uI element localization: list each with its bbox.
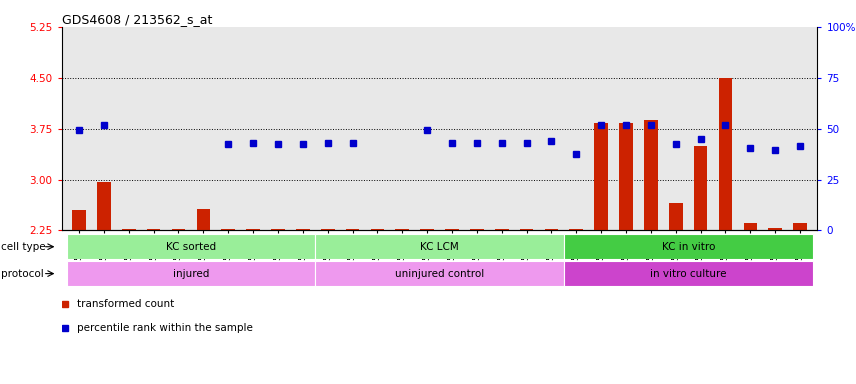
Bar <box>569 229 583 230</box>
Bar <box>539 27 564 230</box>
Bar <box>639 27 663 230</box>
Bar <box>395 229 409 230</box>
Bar <box>191 27 216 230</box>
Text: percentile rank within the sample: percentile rank within the sample <box>77 323 253 333</box>
Bar <box>719 78 733 230</box>
Bar <box>216 27 241 230</box>
Text: KC sorted: KC sorted <box>166 242 216 252</box>
Bar <box>564 27 589 230</box>
Bar <box>92 27 116 230</box>
Bar <box>265 27 290 230</box>
Bar <box>67 234 315 259</box>
Text: KC LCM: KC LCM <box>420 242 459 252</box>
Bar <box>116 27 141 230</box>
Bar <box>247 229 260 230</box>
Bar <box>663 27 688 230</box>
Bar <box>222 229 235 230</box>
Bar <box>713 27 738 230</box>
Bar <box>321 229 335 230</box>
Bar <box>141 27 166 230</box>
Bar <box>589 27 614 230</box>
Bar <box>644 121 657 230</box>
Bar <box>315 27 340 230</box>
Text: injured: injured <box>173 268 209 279</box>
Bar <box>495 229 508 230</box>
Bar <box>420 229 434 230</box>
Text: GDS4608 / 213562_s_at: GDS4608 / 213562_s_at <box>62 13 212 26</box>
Bar <box>465 27 490 230</box>
Bar <box>166 27 191 230</box>
Bar <box>197 209 211 230</box>
Bar <box>72 210 86 230</box>
Bar <box>346 229 360 230</box>
Text: protocol: protocol <box>1 268 44 279</box>
Bar <box>744 223 758 230</box>
Text: cell type: cell type <box>1 242 45 252</box>
Bar <box>296 229 310 230</box>
Bar <box>271 229 285 230</box>
Bar <box>67 261 315 286</box>
Bar <box>738 27 763 230</box>
Bar <box>788 27 812 230</box>
Text: transformed count: transformed count <box>77 299 175 310</box>
Bar <box>669 203 682 230</box>
Bar <box>97 182 110 230</box>
Bar <box>67 27 92 230</box>
Bar <box>445 229 459 230</box>
Bar <box>763 27 788 230</box>
Bar <box>414 27 440 230</box>
Text: KC in vitro: KC in vitro <box>662 242 715 252</box>
Bar <box>241 27 265 230</box>
Bar <box>389 27 414 230</box>
Bar <box>440 27 465 230</box>
Bar <box>146 229 160 230</box>
Bar <box>315 261 564 286</box>
Bar <box>564 234 812 259</box>
Bar <box>290 27 315 230</box>
Bar <box>619 123 633 230</box>
Bar <box>340 27 365 230</box>
Bar <box>490 27 514 230</box>
Bar <box>693 146 707 230</box>
Bar <box>520 229 533 230</box>
Text: uninjured control: uninjured control <box>395 268 484 279</box>
Bar <box>688 27 713 230</box>
Bar <box>470 229 484 230</box>
Bar <box>594 123 608 230</box>
Bar <box>365 27 389 230</box>
Bar <box>769 228 782 230</box>
Bar <box>172 229 186 230</box>
Bar <box>371 229 384 230</box>
Text: in vitro culture: in vitro culture <box>650 268 727 279</box>
Bar <box>794 223 807 230</box>
Bar <box>614 27 639 230</box>
Bar <box>122 229 135 230</box>
Bar <box>544 229 558 230</box>
Bar <box>564 261 812 286</box>
Bar <box>315 234 564 259</box>
Bar <box>514 27 539 230</box>
